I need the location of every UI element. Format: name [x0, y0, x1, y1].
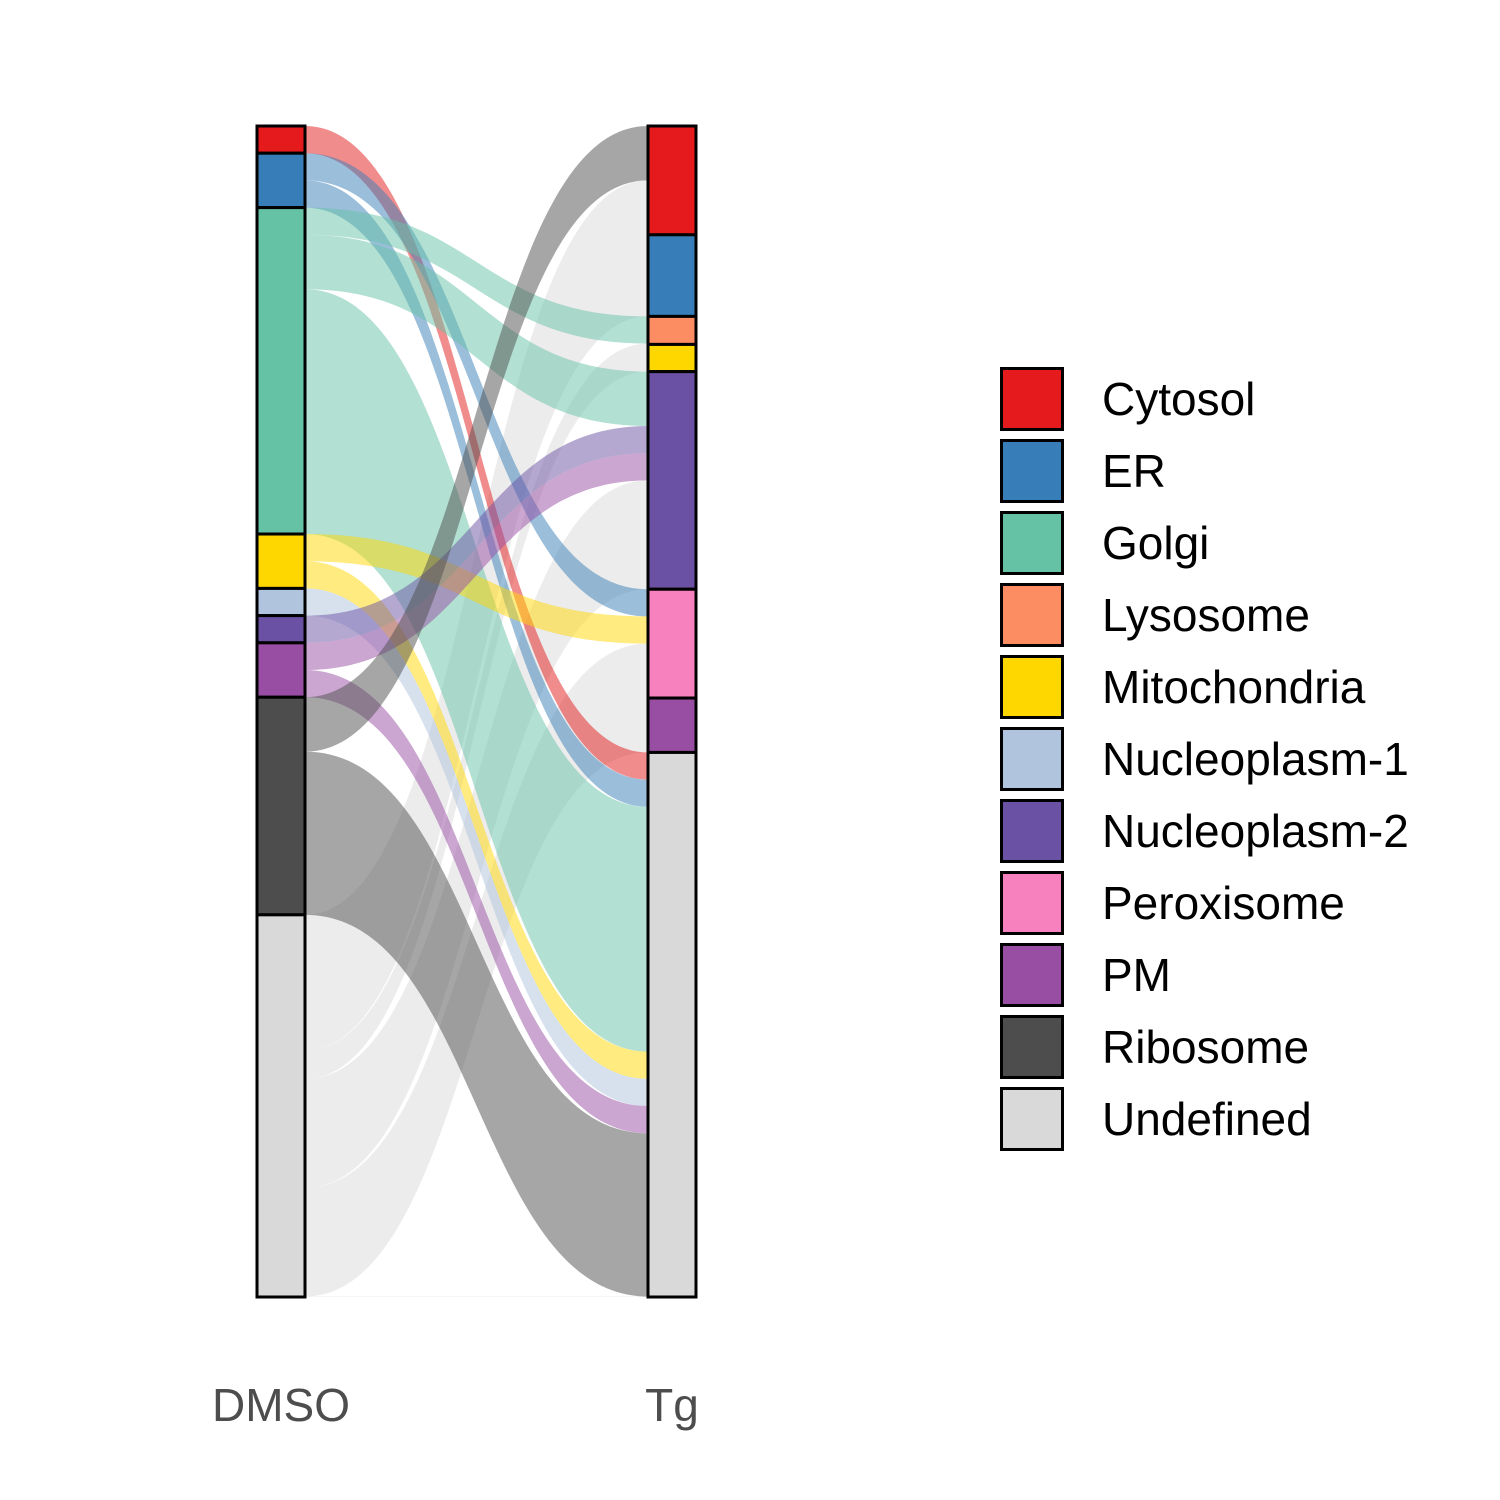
stratum-dmso-cytosol: [255, 124, 307, 155]
flow-nucleoplasm-1-to-undefined: [305, 588, 648, 1107]
flow-ribosome-to-undefined: [305, 751, 648, 1297]
flow-mitochondria-to-peroxisome: [305, 534, 648, 644]
legend-swatch-nucleoplasm-1: [1000, 727, 1064, 791]
legend-label-undefined: Undefined: [1102, 1093, 1312, 1145]
stratum-tg-lysosome: [646, 314, 698, 346]
legend-item-undefined: Undefined: [1000, 1083, 1409, 1155]
flow-pm-to-nucleoplasm-2: [305, 453, 648, 671]
strata-layer: [255, 124, 698, 1299]
flow-mitochondria-to-undefined: [305, 561, 648, 1079]
stratum-dmso-nucleoplasm-1: [255, 586, 307, 618]
legend-label-nucleoplasm-1: Nucleoplasm-1: [1102, 733, 1409, 785]
legend-label-ribosome: Ribosome: [1102, 1021, 1310, 1073]
legend-swatch-mitochondria: [1000, 655, 1064, 719]
stratum-tg-mitochondria: [646, 342, 698, 374]
stratum-dmso-pm: [255, 641, 307, 699]
legend-label-er: ER: [1102, 445, 1166, 497]
legend-item-lysosome: Lysosome: [1000, 579, 1409, 651]
flow-er-to-peroxisome: [305, 153, 648, 617]
legend-item-er: ER: [1000, 435, 1409, 507]
axis-label-dmso: DMSO: [212, 1379, 350, 1431]
stratum-dmso-mitochondria: [255, 532, 307, 590]
stratum-dmso-golgi: [255, 206, 307, 536]
legend-item-nucleoplasm-2: Nucleoplasm-2: [1000, 795, 1409, 867]
legend-label-lysosome: Lysosome: [1102, 589, 1310, 641]
legend-item-pm: PM: [1000, 939, 1409, 1011]
legend-swatch-undefined: [1000, 1087, 1064, 1151]
stratum-tg-nucleoplasm-2: [646, 370, 698, 591]
legend-label-cytosol: Cytosol: [1102, 373, 1256, 425]
flow-ribosome-to-cytosol: [305, 126, 648, 752]
flow-nucleoplasm-2-to-nucleoplasm-2: [305, 426, 648, 643]
legend-label-golgi: Golgi: [1102, 517, 1210, 569]
flow-undefined-to-undefined: [305, 1296, 648, 1297]
legend-swatch-peroxisome: [1000, 871, 1064, 935]
legend-label-nucleoplasm-2: Nucleoplasm-2: [1102, 805, 1409, 857]
legend-item-ribosome: Ribosome: [1000, 1011, 1409, 1083]
stratum-tg-undefined: [646, 750, 698, 1299]
legend-item-mitochondria: Mitochondria: [1000, 651, 1409, 723]
legend-swatch-lysosome: [1000, 583, 1064, 647]
stratum-tg-er: [646, 233, 698, 318]
legend-item-peroxisome: Peroxisome: [1000, 867, 1409, 939]
stratum-tg-peroxisome: [646, 587, 698, 700]
legend-label-pm: PM: [1102, 949, 1171, 1001]
legend-label-peroxisome: Peroxisome: [1102, 877, 1345, 929]
flow-golgi-to-nucleoplasm-2: [305, 234, 648, 427]
legend-item-nucleoplasm-1: Nucleoplasm-1: [1000, 723, 1409, 795]
flows-layer: [305, 126, 648, 1297]
legend-swatch-ribosome: [1000, 1015, 1064, 1079]
legend-swatch-nucleoplasm-2: [1000, 799, 1064, 863]
legend: Cytosol ER Golgi Lysosome Mitochondria Nucleo…: [1000, 363, 1409, 1155]
flow-golgi-to-undefined: [305, 289, 648, 1052]
legend-swatch-pm: [1000, 943, 1064, 1007]
flow-golgi-to-lysosome: [305, 207, 648, 344]
stratum-dmso-nucleoplasm-2: [255, 614, 307, 645]
stratum-dmso-undefined: [255, 913, 307, 1299]
legend-label-mitochondria: Mitochondria: [1102, 661, 1366, 713]
stratum-dmso-er: [255, 151, 307, 210]
axis-label-tg: Tg: [645, 1379, 699, 1431]
stratum-tg-cytosol: [646, 124, 698, 237]
legend-swatch-golgi: [1000, 511, 1064, 575]
stratum-dmso-ribosome: [255, 695, 307, 917]
legend-swatch-er: [1000, 439, 1064, 503]
legend-item-golgi: Golgi: [1000, 507, 1409, 579]
legend-swatch-cytosol: [1000, 367, 1064, 431]
flow-pm-to-undefined: [305, 670, 648, 1134]
legend-item-cytosol: Cytosol: [1000, 363, 1409, 435]
stratum-tg-pm: [646, 696, 698, 754]
flow-er-to-undefined: [305, 180, 648, 807]
